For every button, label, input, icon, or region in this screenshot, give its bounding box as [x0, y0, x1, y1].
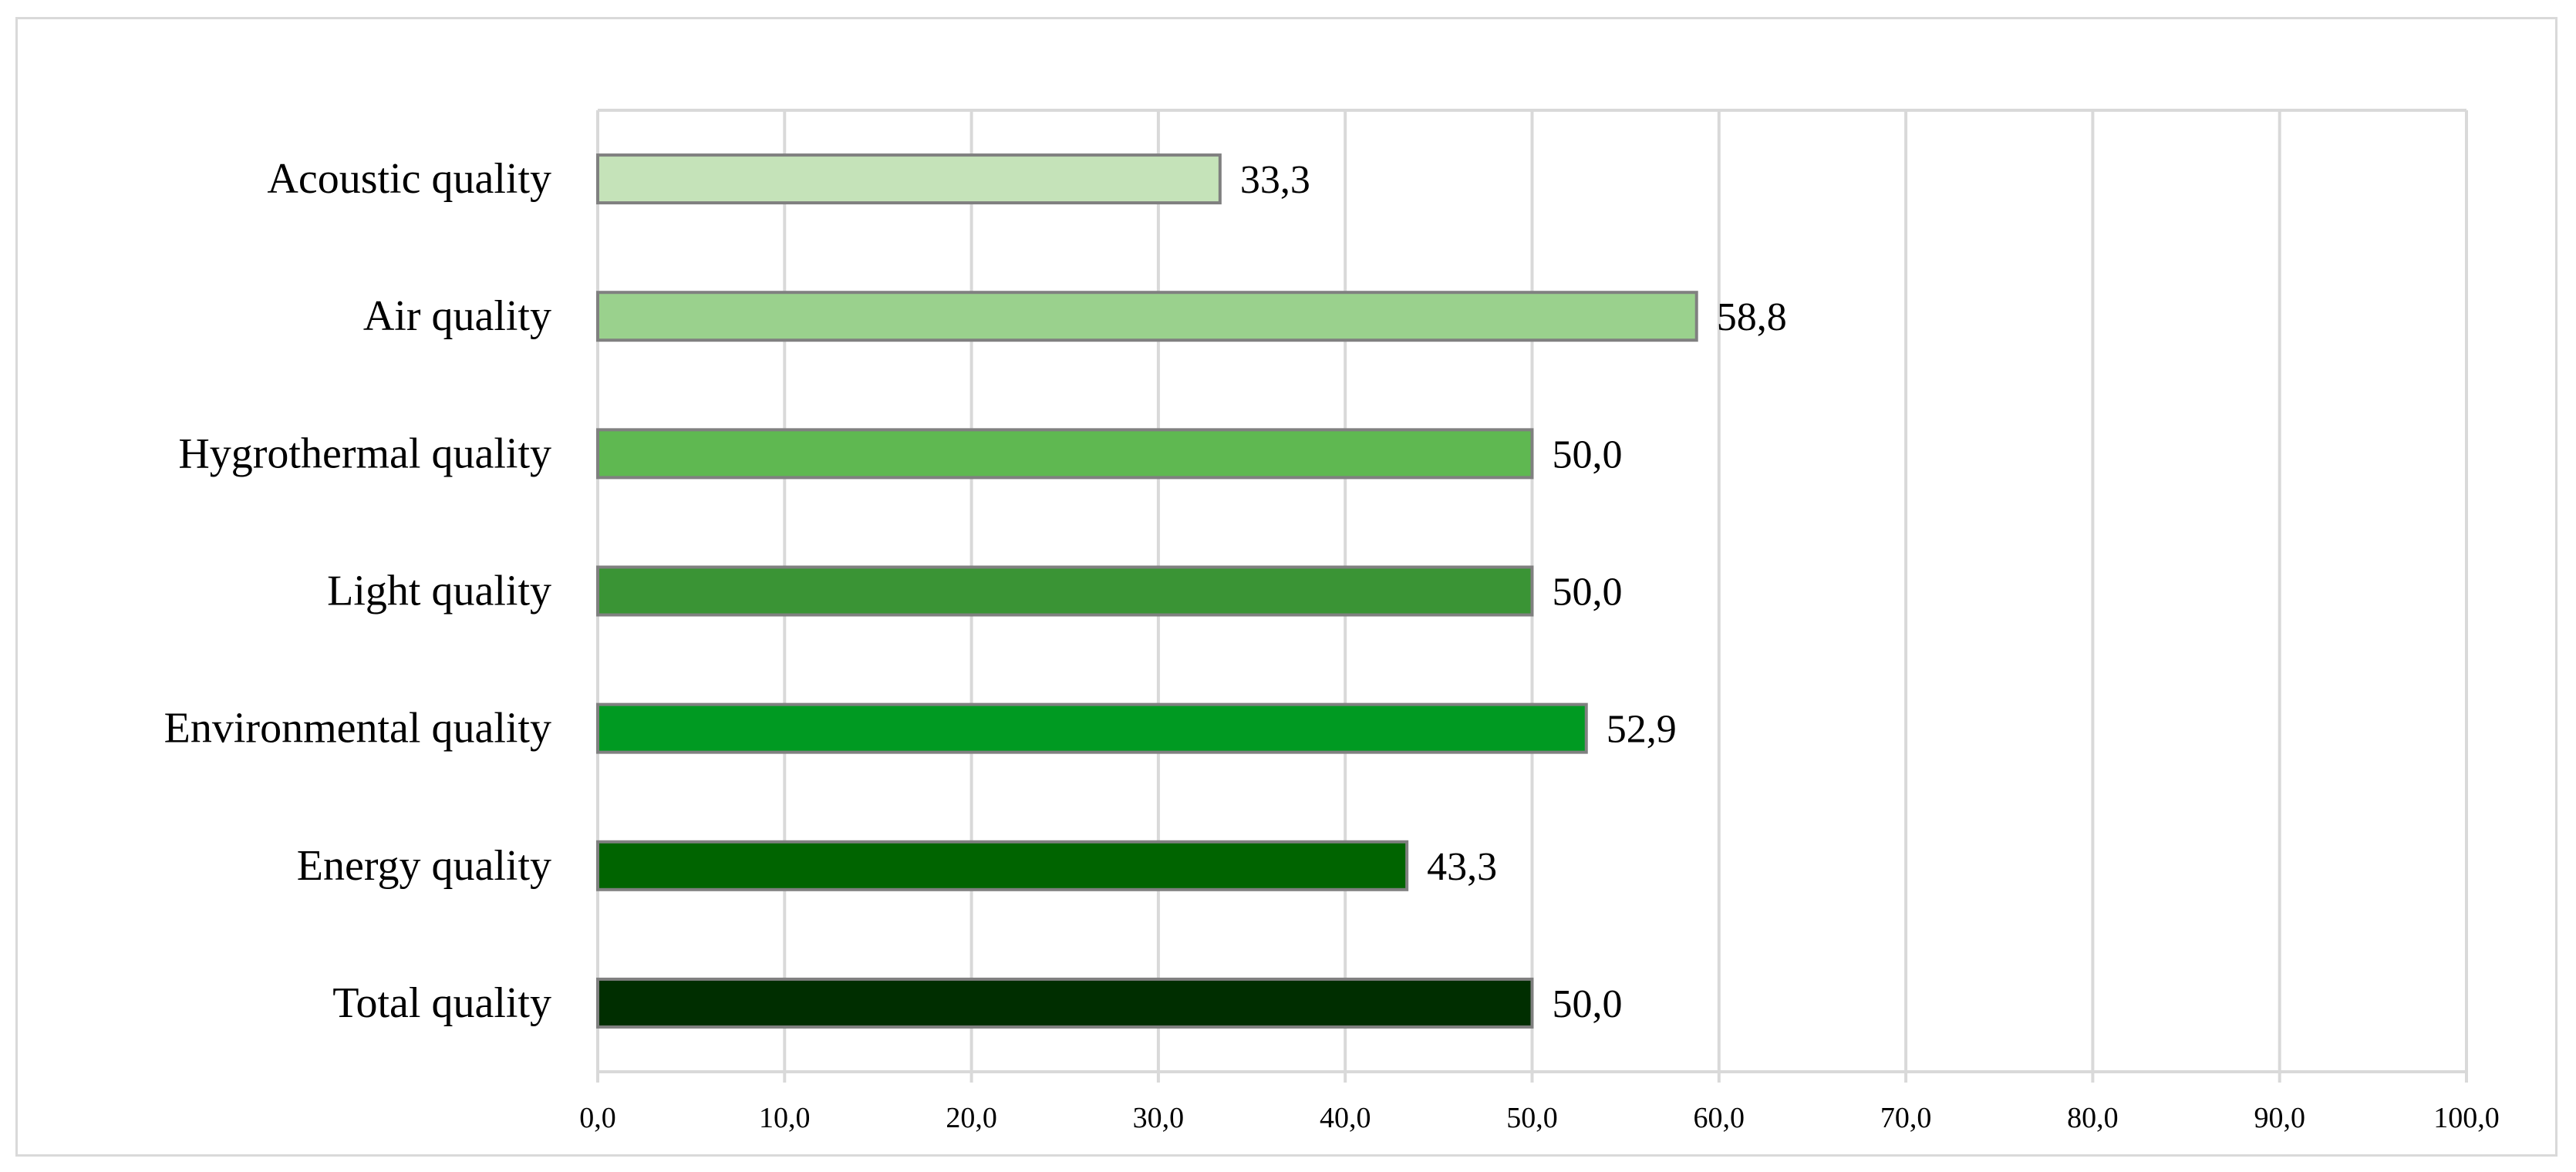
bars: [596, 153, 1698, 1029]
data-label: 52,9: [1607, 708, 1677, 752]
data-label: 58,8: [1717, 295, 1787, 339]
data-label: 50,0: [1553, 571, 1623, 615]
category-label: Hygrothermal quality: [178, 429, 551, 477]
x-tick-label: 0,0: [579, 1102, 616, 1134]
data-label: 33,3: [1240, 158, 1310, 202]
x-tick-label: 20,0: [946, 1102, 997, 1134]
bar: [596, 153, 1222, 205]
bar: [596, 702, 1588, 754]
gridlines: [596, 109, 2468, 1083]
x-tick-label: 60,0: [1694, 1102, 1745, 1134]
x-tick-label: 90,0: [2254, 1102, 2305, 1134]
category-label: Total quality: [332, 979, 551, 1027]
x-tick-label: 100,0: [2433, 1102, 2500, 1134]
data-label: 50,0: [1553, 433, 1623, 477]
bar: [596, 291, 1698, 342]
x-tick-label: 80,0: [2067, 1102, 2119, 1134]
category-label: Acoustic quality: [267, 155, 551, 203]
bar: [596, 977, 1534, 1029]
x-tick-label: 10,0: [759, 1102, 811, 1134]
x-tick-label: 50,0: [1506, 1102, 1558, 1134]
category-label: Air quality: [363, 292, 551, 340]
bar: [596, 428, 1534, 480]
category-label: Energy quality: [297, 842, 551, 890]
bar: [596, 840, 1409, 891]
data-label: 50,0: [1553, 982, 1623, 1026]
x-tick-label: 30,0: [1133, 1102, 1185, 1134]
labels: 0,0 10,0 20,0 30,0 40,0 50,0 60,0 70,0 80,0 90,0 1…: [164, 155, 2500, 1134]
x-tick-label: 40,0: [1320, 1102, 1371, 1134]
data-label: 43,3: [1427, 845, 1497, 889]
bar: [596, 565, 1534, 617]
category-label: Environmental quality: [164, 705, 551, 753]
category-label: Light quality: [327, 567, 551, 615]
x-tick-label: 70,0: [1880, 1102, 1932, 1134]
